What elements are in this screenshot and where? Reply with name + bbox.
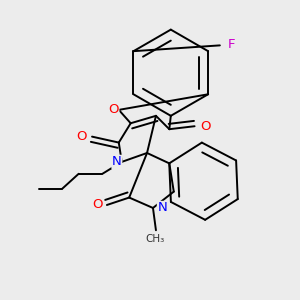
- Text: N: N: [158, 202, 167, 214]
- Text: O: O: [76, 130, 87, 143]
- Text: F: F: [227, 38, 235, 51]
- Text: N: N: [112, 155, 122, 168]
- Text: O: O: [200, 120, 210, 133]
- Text: O: O: [92, 199, 102, 212]
- Text: O: O: [108, 103, 119, 116]
- Text: CH₃: CH₃: [146, 234, 165, 244]
